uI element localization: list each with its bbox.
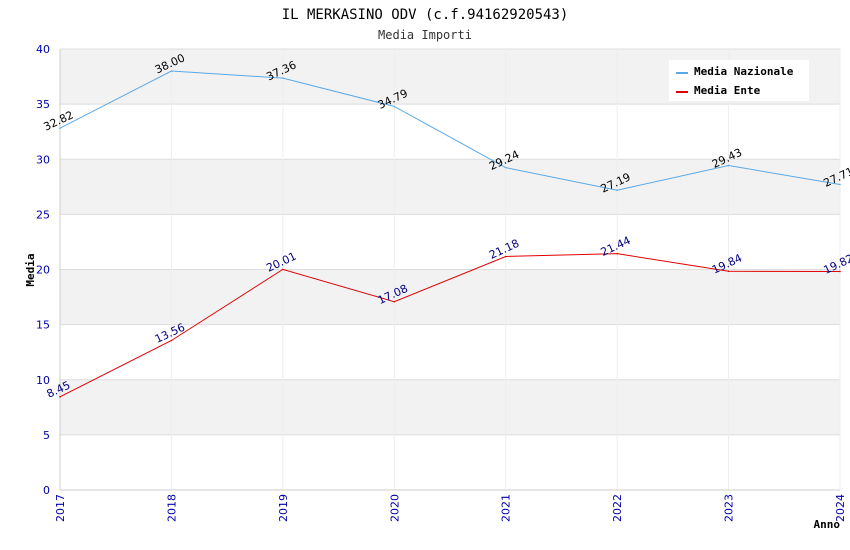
x-tick-label: 2022 bbox=[611, 494, 624, 522]
x-tick-label: 2023 bbox=[723, 494, 736, 522]
legend: Media Nazionale Media Ente bbox=[669, 60, 809, 101]
data-label: 21.18 bbox=[487, 237, 521, 262]
data-point bbox=[504, 166, 507, 169]
y-tick-label: 15 bbox=[36, 319, 50, 332]
series-line-media-ente bbox=[59, 253, 841, 398]
x-tick-labels: 2017 2018 2019 2020 2021 2022 2023 2024 bbox=[54, 494, 847, 522]
y-tick-label: 35 bbox=[36, 98, 50, 111]
y-tick-label: 0 bbox=[43, 484, 50, 497]
x-tick-label: 2019 bbox=[277, 494, 290, 522]
data-point bbox=[727, 270, 730, 273]
data-point bbox=[170, 70, 173, 72]
legend-box bbox=[669, 60, 809, 101]
legend-label-media-nazionale: Media Nazionale bbox=[694, 65, 794, 78]
y-tick-labels: 0 5 10 15 20 25 30 35 40 bbox=[36, 43, 50, 497]
grid-band bbox=[60, 159, 840, 215]
x-axis-label: Anno bbox=[814, 518, 841, 531]
data-point bbox=[393, 300, 396, 303]
data-point bbox=[282, 268, 284, 271]
series-lines bbox=[59, 70, 841, 398]
y-tick-label: 25 bbox=[36, 208, 50, 221]
data-point bbox=[727, 164, 730, 167]
chart-title: IL MERKASINO ODV (c.f.94162920543) bbox=[282, 7, 569, 23]
data-label: 32.82 bbox=[41, 108, 75, 133]
data-point bbox=[393, 105, 396, 108]
data-point bbox=[839, 183, 841, 186]
x-tick-label: 2024 bbox=[834, 494, 847, 522]
data-point bbox=[616, 189, 618, 192]
grid-band bbox=[60, 269, 840, 325]
x-tick-label: 2021 bbox=[500, 494, 513, 522]
data-point bbox=[59, 127, 61, 129]
x-tick-label: 2018 bbox=[165, 494, 178, 522]
y-axis-label: Media bbox=[24, 253, 37, 286]
data-point bbox=[504, 255, 507, 258]
data-point bbox=[170, 339, 173, 342]
y-tick-label: 30 bbox=[36, 153, 50, 166]
data-point bbox=[282, 77, 284, 79]
data-point bbox=[59, 396, 61, 398]
y-tick-label: 20 bbox=[36, 264, 50, 277]
chart-subtitle: Media Importi bbox=[378, 28, 472, 42]
data-point bbox=[616, 252, 618, 255]
legend-label-media-ente: Media Ente bbox=[694, 84, 761, 97]
x-tick-label: 2020 bbox=[388, 494, 401, 522]
y-tick-label: 10 bbox=[36, 374, 50, 387]
data-point bbox=[839, 270, 841, 273]
series-line-media-nazionale bbox=[59, 70, 841, 191]
grid-bands bbox=[60, 49, 840, 435]
y-tick-label: 5 bbox=[43, 429, 50, 442]
grid-band bbox=[60, 379, 840, 435]
x-tick-label: 2017 bbox=[54, 494, 67, 522]
y-tick-label: 40 bbox=[36, 43, 50, 56]
